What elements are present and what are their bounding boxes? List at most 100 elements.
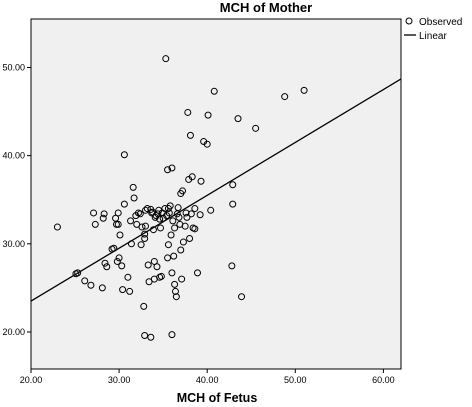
data-point — [53, 223, 61, 231]
data-point — [120, 151, 128, 159]
data-point — [168, 269, 176, 277]
data-point — [153, 263, 161, 271]
data-point — [229, 181, 237, 189]
data-point — [234, 115, 242, 123]
data-point — [136, 210, 144, 218]
data-point — [178, 275, 186, 283]
legend-observed-marker — [405, 17, 413, 25]
data-point — [228, 262, 236, 270]
x-tick-label: 50.00 — [284, 375, 307, 385]
data-point — [115, 254, 123, 262]
data-point — [113, 257, 121, 265]
data-point — [114, 209, 122, 217]
data-point — [210, 87, 218, 95]
data-point — [142, 206, 150, 214]
data-point — [164, 166, 172, 174]
data-point — [203, 140, 211, 148]
data-point — [175, 213, 183, 221]
data-point — [99, 214, 107, 222]
data-point — [138, 223, 146, 231]
data-point — [166, 202, 174, 210]
data-point — [124, 273, 132, 281]
legend: Observed Linear — [404, 17, 462, 42]
data-point — [162, 55, 170, 63]
data-point — [191, 225, 199, 233]
data-point — [196, 211, 204, 219]
data-point — [170, 252, 178, 260]
data-point — [142, 222, 150, 230]
data-point — [172, 293, 180, 301]
x-axis: 20.00 30.00 40.00 50.00 60.00 — [20, 369, 395, 385]
data-point — [188, 173, 196, 181]
x-tick-label: 20.00 — [20, 375, 43, 385]
data-point — [141, 331, 149, 339]
data-point — [179, 187, 187, 195]
data-point — [167, 231, 175, 239]
data-point — [238, 293, 246, 301]
y-tick-label: 40.00 — [2, 151, 25, 161]
observed-points — [53, 55, 308, 341]
data-point — [164, 254, 172, 262]
data-point — [164, 241, 172, 249]
data-point — [168, 331, 176, 339]
data-point — [141, 235, 149, 243]
data-point — [126, 287, 134, 295]
data-point — [114, 220, 122, 228]
data-point — [116, 231, 124, 239]
data-point — [98, 284, 106, 292]
y-tick-label: 20.00 — [2, 327, 25, 337]
y-tick-label: 30.00 — [2, 239, 25, 249]
data-point — [252, 124, 260, 132]
x-tick-label: 60.00 — [372, 375, 395, 385]
data-point — [171, 224, 179, 232]
data-point — [140, 302, 148, 310]
data-point — [207, 206, 215, 214]
data-point — [229, 200, 237, 208]
data-point — [187, 210, 195, 218]
plot-area — [30, 18, 402, 370]
data-point — [91, 220, 99, 228]
data-point — [157, 272, 165, 280]
data-point — [186, 235, 194, 243]
data-point — [171, 280, 179, 288]
data-point — [157, 224, 164, 232]
data-point — [177, 246, 185, 254]
data-point — [204, 111, 212, 119]
x-tick-label: 30.00 — [108, 375, 131, 385]
x-tick-label: 40.00 — [196, 375, 219, 385]
data-point — [87, 281, 95, 289]
data-point — [156, 215, 164, 223]
data-point — [147, 333, 155, 341]
linear-fit — [30, 78, 402, 302]
data-point — [143, 205, 151, 213]
y-tick-label: 50.00 — [2, 62, 25, 72]
data-point — [130, 194, 138, 202]
legend-linear-label: Linear — [419, 31, 447, 42]
data-point — [181, 222, 189, 230]
data-point — [184, 108, 192, 116]
data-point — [90, 209, 98, 217]
data-point — [120, 200, 128, 208]
chart-title: MCH of Mother — [220, 0, 312, 15]
data-point — [74, 269, 82, 277]
data-point — [129, 183, 137, 191]
data-point — [179, 238, 187, 246]
data-point — [171, 287, 179, 295]
data-point — [165, 209, 173, 217]
legend-observed-label: Observed — [419, 17, 462, 28]
data-point — [118, 262, 126, 270]
data-point — [183, 213, 191, 221]
data-point — [281, 93, 289, 101]
data-point — [119, 286, 127, 294]
data-point — [81, 277, 89, 285]
data-point — [186, 131, 194, 139]
data-point — [144, 261, 152, 269]
data-point — [127, 217, 135, 225]
data-point — [182, 209, 190, 217]
data-point — [103, 263, 111, 271]
fit-line — [30, 78, 402, 302]
data-point — [194, 269, 201, 277]
data-point — [300, 86, 308, 94]
data-point — [191, 205, 199, 213]
